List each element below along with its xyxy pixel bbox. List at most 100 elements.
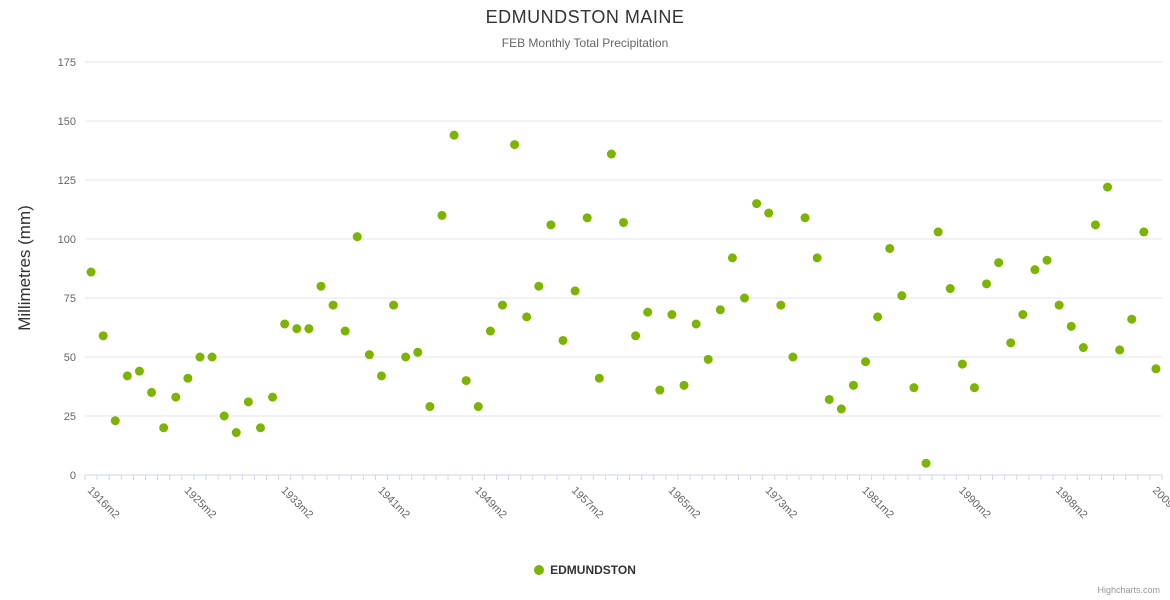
data-point[interactable] [413,347,423,357]
data-point[interactable] [376,371,386,381]
data-point[interactable] [885,243,895,253]
data-point[interactable] [1103,182,1113,192]
data-point[interactable] [558,335,568,345]
data-point[interactable] [231,428,241,438]
data-point[interactable] [292,324,302,334]
data-point[interactable] [933,227,943,237]
data-point[interactable] [994,258,1004,268]
highcharts-credits[interactable]: Highcharts.com [1097,585,1160,595]
data-point[interactable] [461,376,471,386]
data-point[interactable] [1018,310,1028,320]
x-axis-label: 1941m2 [375,485,412,522]
data-point[interactable] [812,253,822,263]
x-axis-label: 1933m2 [279,485,316,522]
data-point[interactable] [243,397,253,407]
data-point[interactable] [534,281,544,291]
legend-item-edmundston[interactable]: EDMUNDSTON [534,563,636,577]
data-point[interactable] [401,352,411,362]
data-point[interactable] [619,217,628,227]
y-axis-label: 150 [58,116,76,128]
data-point[interactable] [945,284,955,294]
data-point[interactable] [582,213,592,223]
data-point[interactable] [1115,345,1125,355]
data-point[interactable] [957,359,967,369]
y-axis-label: 0 [70,470,76,482]
data-point[interactable] [473,402,483,412]
data-point[interactable] [715,305,725,315]
data-point[interactable] [909,383,919,393]
data-point[interactable] [497,300,507,310]
data-point[interactable] [522,312,532,322]
data-point[interactable] [740,293,750,303]
data-point[interactable] [824,394,834,404]
data-point[interactable] [1127,314,1137,324]
data-point[interactable] [134,366,144,376]
data-point[interactable] [510,140,520,150]
data-point[interactable] [1078,343,1088,353]
data-point[interactable] [776,300,786,310]
data-point[interactable] [969,383,979,393]
data-point[interactable] [1139,227,1149,237]
data-point[interactable] [982,279,992,289]
data-point[interactable] [425,402,435,412]
data-point[interactable] [752,199,762,209]
legend-label: EDMUNDSTON [550,563,636,577]
data-point[interactable] [268,392,278,402]
y-axis-label: 125 [58,175,76,187]
data-point[interactable] [280,319,290,329]
data-point[interactable] [764,208,774,218]
data-point[interactable] [485,326,495,336]
data-point[interactable] [437,210,447,220]
data-point[interactable] [594,373,604,383]
data-point[interactable] [340,326,350,336]
data-point[interactable] [679,380,689,390]
data-point[interactable] [703,354,713,364]
data-point[interactable] [631,331,641,341]
data-point[interactable] [655,385,665,395]
data-point[interactable] [255,423,265,433]
data-point[interactable] [195,352,205,362]
data-point[interactable] [364,350,374,360]
data-point[interactable] [1151,364,1161,374]
data-point[interactable] [1054,300,1064,310]
data-point[interactable] [800,213,810,223]
data-point[interactable] [304,324,314,334]
data-point[interactable] [546,220,556,230]
data-point[interactable] [98,331,108,341]
data-point[interactable] [328,300,338,310]
data-point[interactable] [570,286,580,296]
data-point[interactable] [86,267,96,277]
data-point[interactable] [691,319,701,329]
legend: EDMUNDSTON [0,562,1170,580]
data-point[interactable] [667,310,677,320]
data-point[interactable] [727,253,737,263]
data-point[interactable] [643,307,653,317]
data-point[interactable] [159,423,169,433]
data-point[interactable] [788,352,798,362]
data-point[interactable] [147,387,157,397]
data-point[interactable] [183,373,193,383]
data-point[interactable] [1030,265,1040,275]
data-point[interactable] [1090,220,1100,230]
data-point[interactable] [606,149,616,159]
data-point[interactable] [316,281,326,291]
data-point[interactable] [1006,338,1016,348]
data-point[interactable] [219,411,229,421]
data-point[interactable] [836,404,846,414]
data-point[interactable] [873,312,883,322]
data-point[interactable] [848,380,858,390]
data-point[interactable] [171,392,181,402]
y-axis-label: 100 [58,234,76,246]
data-point[interactable] [352,232,362,242]
data-point[interactable] [449,130,459,140]
data-point[interactable] [122,371,132,381]
data-point[interactable] [1042,255,1052,265]
data-point[interactable] [1066,321,1076,331]
x-axis-label: 1998m2 [1053,485,1090,522]
data-point[interactable] [110,416,120,426]
data-point[interactable] [861,357,871,367]
data-point[interactable] [389,300,399,310]
data-point[interactable] [921,458,931,468]
data-point[interactable] [207,352,217,362]
data-point[interactable] [897,291,907,301]
